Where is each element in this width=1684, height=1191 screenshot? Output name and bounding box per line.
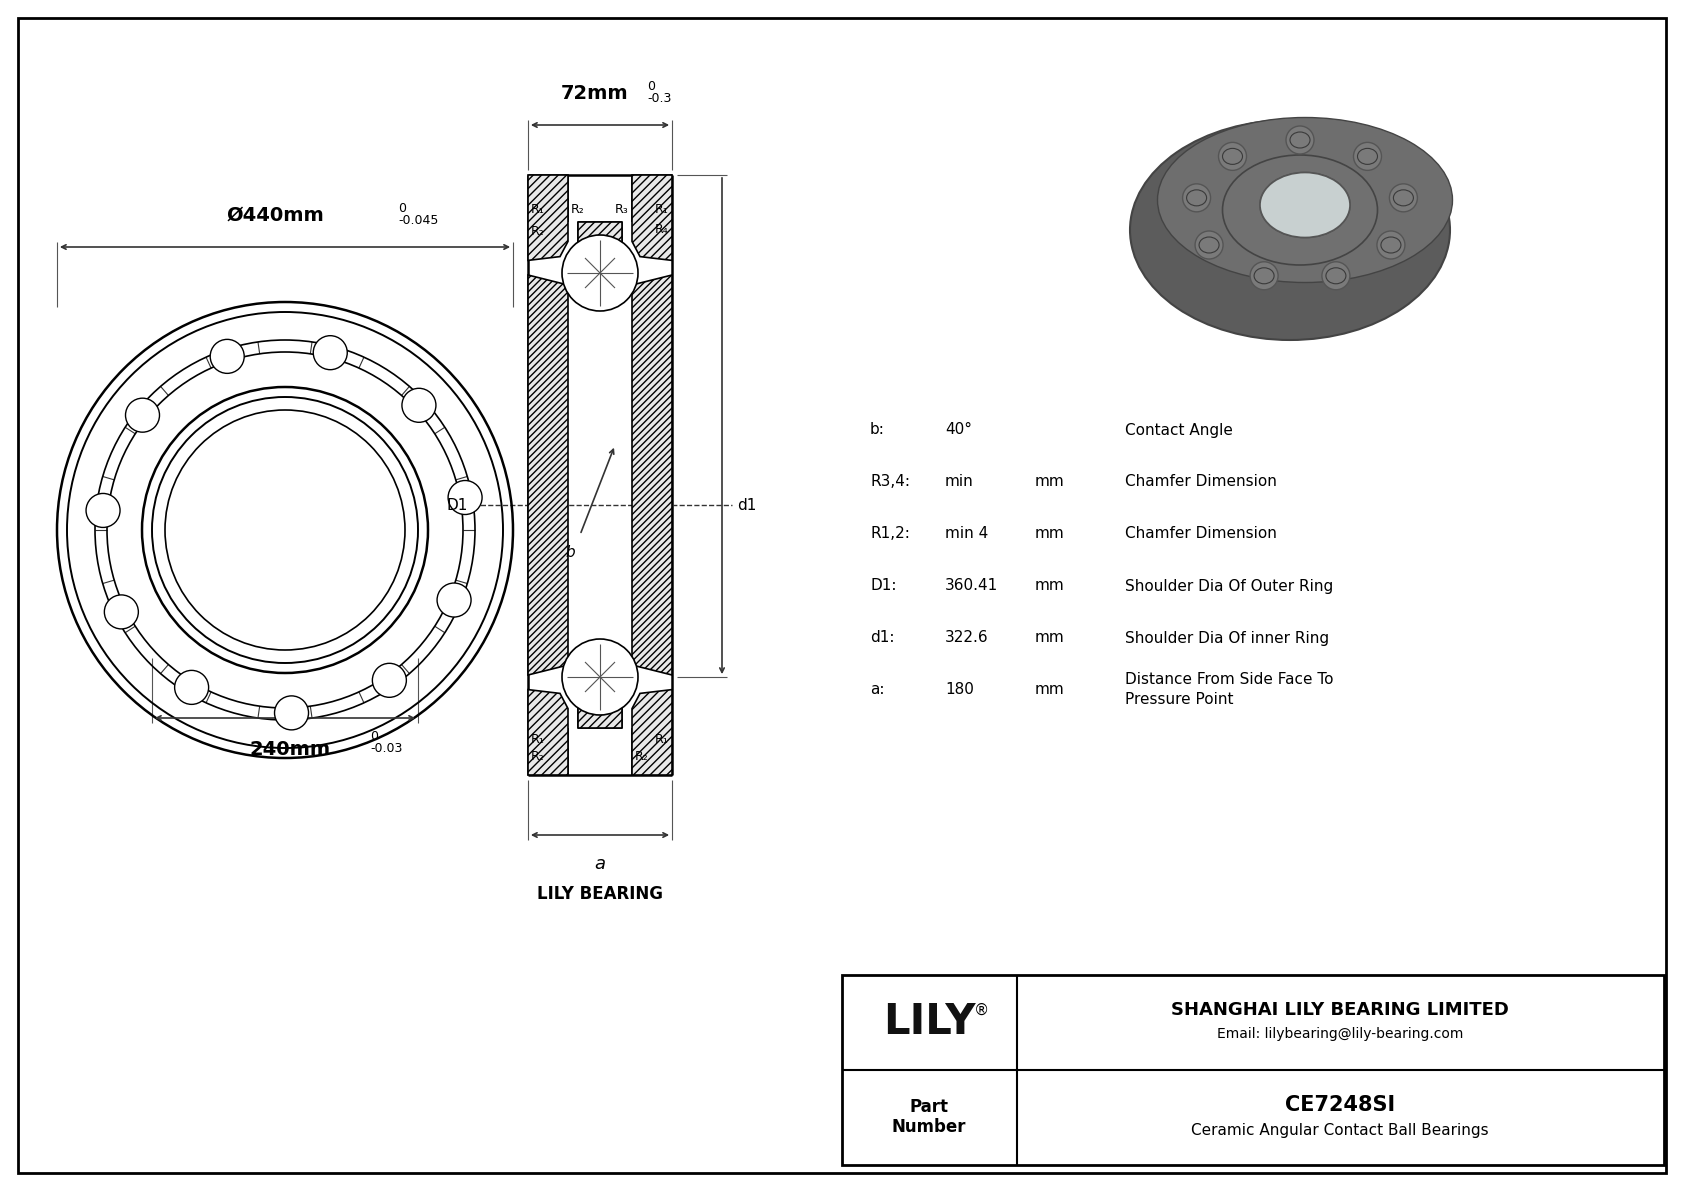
Circle shape [1250,262,1278,289]
Text: 322.6: 322.6 [945,630,989,646]
Bar [842,975,1664,1165]
Text: 40°: 40° [945,423,972,437]
Text: Pressure Point: Pressure Point [1125,692,1233,707]
Circle shape [126,398,160,432]
Text: Ø440mm: Ø440mm [226,206,323,225]
Text: b:: b: [871,423,884,437]
Circle shape [313,336,347,369]
Text: a:: a: [871,682,884,698]
Circle shape [1378,231,1404,258]
Text: CE7248SI: CE7248SI [1285,1095,1394,1115]
Text: R1,2:: R1,2: [871,526,909,542]
Ellipse shape [1130,120,1450,339]
Circle shape [104,596,138,629]
Text: LILY: LILY [882,1000,975,1043]
Circle shape [438,584,472,617]
Ellipse shape [1260,173,1351,237]
Text: d1: d1 [738,498,756,512]
Text: Contact Angle: Contact Angle [1125,423,1233,437]
Circle shape [372,663,406,697]
Polygon shape [529,175,568,261]
Polygon shape [578,675,621,728]
Circle shape [1219,143,1246,170]
Ellipse shape [1260,173,1351,237]
Text: mm: mm [1036,526,1064,542]
Circle shape [274,696,308,730]
Circle shape [1287,126,1314,154]
Text: R₁: R₁ [655,732,669,746]
Circle shape [86,493,120,528]
Text: R₂: R₂ [530,750,544,763]
Text: -0.3: -0.3 [647,92,672,105]
Circle shape [562,235,638,311]
Text: Ceramic Angular Contact Ball Bearings: Ceramic Angular Contact Ball Bearings [1191,1123,1489,1139]
Text: 0: 0 [647,80,655,93]
Text: mm: mm [1036,579,1064,593]
Text: D1:: D1: [871,579,896,593]
Text: Chamfer Dimension: Chamfer Dimension [1125,474,1276,490]
Text: min 4: min 4 [945,526,989,542]
Text: a: a [594,855,606,873]
Circle shape [1196,231,1223,258]
Text: D1: D1 [446,498,468,512]
Text: Part
Number: Part Number [893,1098,967,1136]
Text: 72mm: 72mm [561,85,628,102]
Text: mm: mm [1036,630,1064,646]
Text: 0: 0 [397,202,406,216]
Text: 180: 180 [945,682,973,698]
Text: min: min [945,474,973,490]
Text: 360.41: 360.41 [945,579,999,593]
Ellipse shape [1157,118,1453,282]
Text: b: b [566,545,574,560]
Polygon shape [529,275,568,675]
Text: R₂: R₂ [530,225,544,238]
Text: R₂: R₂ [635,750,648,763]
Polygon shape [632,690,672,775]
Text: -0.045: -0.045 [397,214,438,227]
Polygon shape [632,275,672,675]
Text: R₁: R₁ [530,202,544,216]
Text: R₂: R₂ [571,202,584,216]
Text: d1:: d1: [871,630,894,646]
Circle shape [210,339,244,373]
Text: R3,4:: R3,4: [871,474,909,490]
Text: 0: 0 [370,730,377,743]
Text: LILY BEARING: LILY BEARING [537,885,663,903]
Circle shape [1322,262,1351,289]
Text: mm: mm [1036,474,1064,490]
Text: Chamfer Dimension: Chamfer Dimension [1125,526,1276,542]
Circle shape [448,480,482,515]
Circle shape [175,671,209,704]
Text: Shoulder Dia Of inner Ring: Shoulder Dia Of inner Ring [1125,630,1329,646]
Polygon shape [529,690,568,775]
Text: Email: lilybearing@lily-bearing.com: Email: lilybearing@lily-bearing.com [1218,1027,1463,1041]
Text: R₁: R₁ [530,732,544,746]
Circle shape [1182,183,1211,212]
Circle shape [1354,143,1381,170]
Circle shape [562,640,638,715]
Circle shape [1389,183,1418,212]
Text: SHANGHAI LILY BEARING LIMITED: SHANGHAI LILY BEARING LIMITED [1170,1000,1509,1019]
Polygon shape [632,175,672,261]
Text: Distance From Side Face To: Distance From Side Face To [1125,673,1334,687]
Text: ®: ® [973,1003,989,1017]
Text: -0.03: -0.03 [370,742,402,755]
Text: R₁: R₁ [655,202,669,216]
Text: mm: mm [1036,682,1064,698]
Circle shape [402,388,436,423]
Polygon shape [578,222,621,275]
Ellipse shape [1223,155,1378,266]
Text: R₄: R₄ [655,223,669,236]
Text: R₃: R₃ [615,202,630,216]
Text: Shoulder Dia Of Outer Ring: Shoulder Dia Of Outer Ring [1125,579,1334,593]
Text: 240mm: 240mm [249,740,330,759]
